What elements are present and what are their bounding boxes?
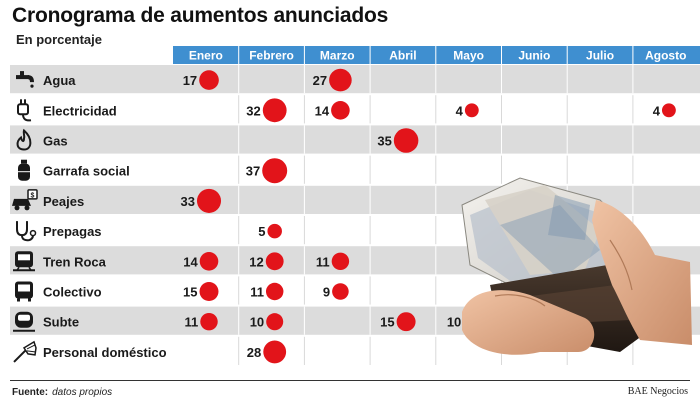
month-label: Febrero bbox=[249, 49, 294, 63]
month-label: Marzo bbox=[320, 49, 355, 63]
value-label: 32 bbox=[246, 103, 260, 118]
toll-car-icon: $ bbox=[12, 189, 38, 211]
value-bubble bbox=[331, 100, 350, 120]
value-label: 37 bbox=[246, 164, 260, 179]
source-note: Fuente: datos propios bbox=[12, 387, 112, 398]
row-label: Electricidad bbox=[43, 103, 117, 118]
flame-icon bbox=[16, 128, 32, 151]
month-label: Junio bbox=[518, 49, 550, 63]
value-bubble bbox=[464, 103, 479, 118]
value-label: 10 bbox=[250, 315, 264, 330]
value-label: 15 bbox=[380, 315, 394, 330]
value-bubble bbox=[262, 98, 287, 123]
row-label: Tren Roca bbox=[43, 254, 107, 269]
row-label: Agua bbox=[43, 73, 76, 88]
svg-text:$: $ bbox=[31, 192, 35, 199]
chart-title: Cronograma de aumentos anunciados bbox=[12, 4, 389, 27]
value-label: 14 bbox=[315, 103, 330, 118]
value-bubble bbox=[265, 282, 284, 301]
table-row: Gas 35 bbox=[10, 125, 700, 154]
value-label: 11 bbox=[250, 285, 264, 300]
value-bubble bbox=[331, 252, 350, 271]
row-background bbox=[10, 95, 700, 124]
table-row: Agua 17 27 bbox=[10, 65, 700, 94]
money-wallet-photo bbox=[461, 177, 692, 355]
value-label: 33 bbox=[180, 194, 194, 209]
value-bubble bbox=[267, 223, 282, 239]
plug-icon bbox=[17, 99, 32, 122]
row-label: Colectivo bbox=[43, 285, 102, 300]
schedule-chart: Agua 17 27 Electricidad 32 14 4 4 Gas 35 Garrafa s… bbox=[10, 46, 700, 365]
value-bubble bbox=[199, 70, 219, 90]
credit-label: BAE Negocios bbox=[627, 386, 688, 397]
month-label: Julio bbox=[586, 49, 614, 63]
feather-duster-icon bbox=[13, 340, 37, 363]
table-row: Garrafa social 37 bbox=[10, 155, 700, 184]
month-label: Abril bbox=[389, 49, 416, 63]
value-label: 27 bbox=[313, 73, 327, 88]
footer-divider bbox=[10, 380, 690, 381]
value-label: 35 bbox=[377, 134, 391, 149]
value-label: 10 bbox=[447, 315, 461, 330]
value-bubble bbox=[332, 283, 349, 300]
table-row: Electricidad 32 14 4 4 bbox=[10, 95, 700, 124]
value-label: 14 bbox=[183, 254, 198, 269]
row-background bbox=[10, 155, 700, 184]
value-label: 17 bbox=[183, 73, 197, 88]
gas-cylinder-icon bbox=[18, 159, 30, 181]
value-bubble bbox=[393, 128, 419, 153]
value-bubble bbox=[199, 251, 219, 271]
train-icon bbox=[13, 251, 35, 272]
value-bubble bbox=[199, 282, 219, 301]
value-bubble bbox=[329, 68, 352, 92]
value-bubble bbox=[396, 312, 416, 332]
source-value: datos propios bbox=[52, 387, 113, 398]
value-label: 9 bbox=[323, 285, 330, 300]
value-label: 4 bbox=[456, 103, 464, 118]
value-bubble bbox=[266, 313, 284, 331]
value-bubble bbox=[200, 312, 218, 331]
subway-icon bbox=[13, 311, 35, 332]
value-label: 28 bbox=[247, 345, 261, 360]
month-label: Enero bbox=[189, 49, 223, 63]
row-label: Garrafa social bbox=[43, 164, 130, 179]
month-label: Mayo bbox=[453, 49, 484, 63]
chart-subtitle: En porcentaje bbox=[16, 32, 102, 47]
value-bubble bbox=[661, 103, 676, 118]
row-label: Personal doméstico bbox=[43, 345, 167, 360]
source-label: Fuente: bbox=[12, 387, 49, 398]
value-label: 12 bbox=[249, 254, 263, 269]
stethoscope-icon bbox=[16, 221, 37, 242]
value-label: 5 bbox=[258, 224, 265, 239]
value-label: 11 bbox=[185, 315, 199, 330]
row-label: Subte bbox=[43, 315, 79, 330]
row-label: Prepagas bbox=[43, 224, 102, 239]
value-label: 15 bbox=[183, 285, 197, 300]
value-bubble bbox=[263, 340, 287, 364]
value-bubble bbox=[196, 188, 222, 213]
bus-icon bbox=[15, 281, 33, 302]
value-bubble bbox=[265, 252, 284, 271]
value-label: 4 bbox=[653, 103, 661, 118]
value-label: 11 bbox=[316, 254, 330, 269]
value-bubble bbox=[262, 158, 288, 184]
faucet-icon bbox=[16, 71, 34, 88]
row-background bbox=[10, 65, 700, 94]
row-label: Gas bbox=[43, 134, 68, 149]
row-background bbox=[10, 125, 700, 154]
row-label: Peajes bbox=[43, 194, 84, 209]
month-label: Agosto bbox=[645, 49, 686, 63]
